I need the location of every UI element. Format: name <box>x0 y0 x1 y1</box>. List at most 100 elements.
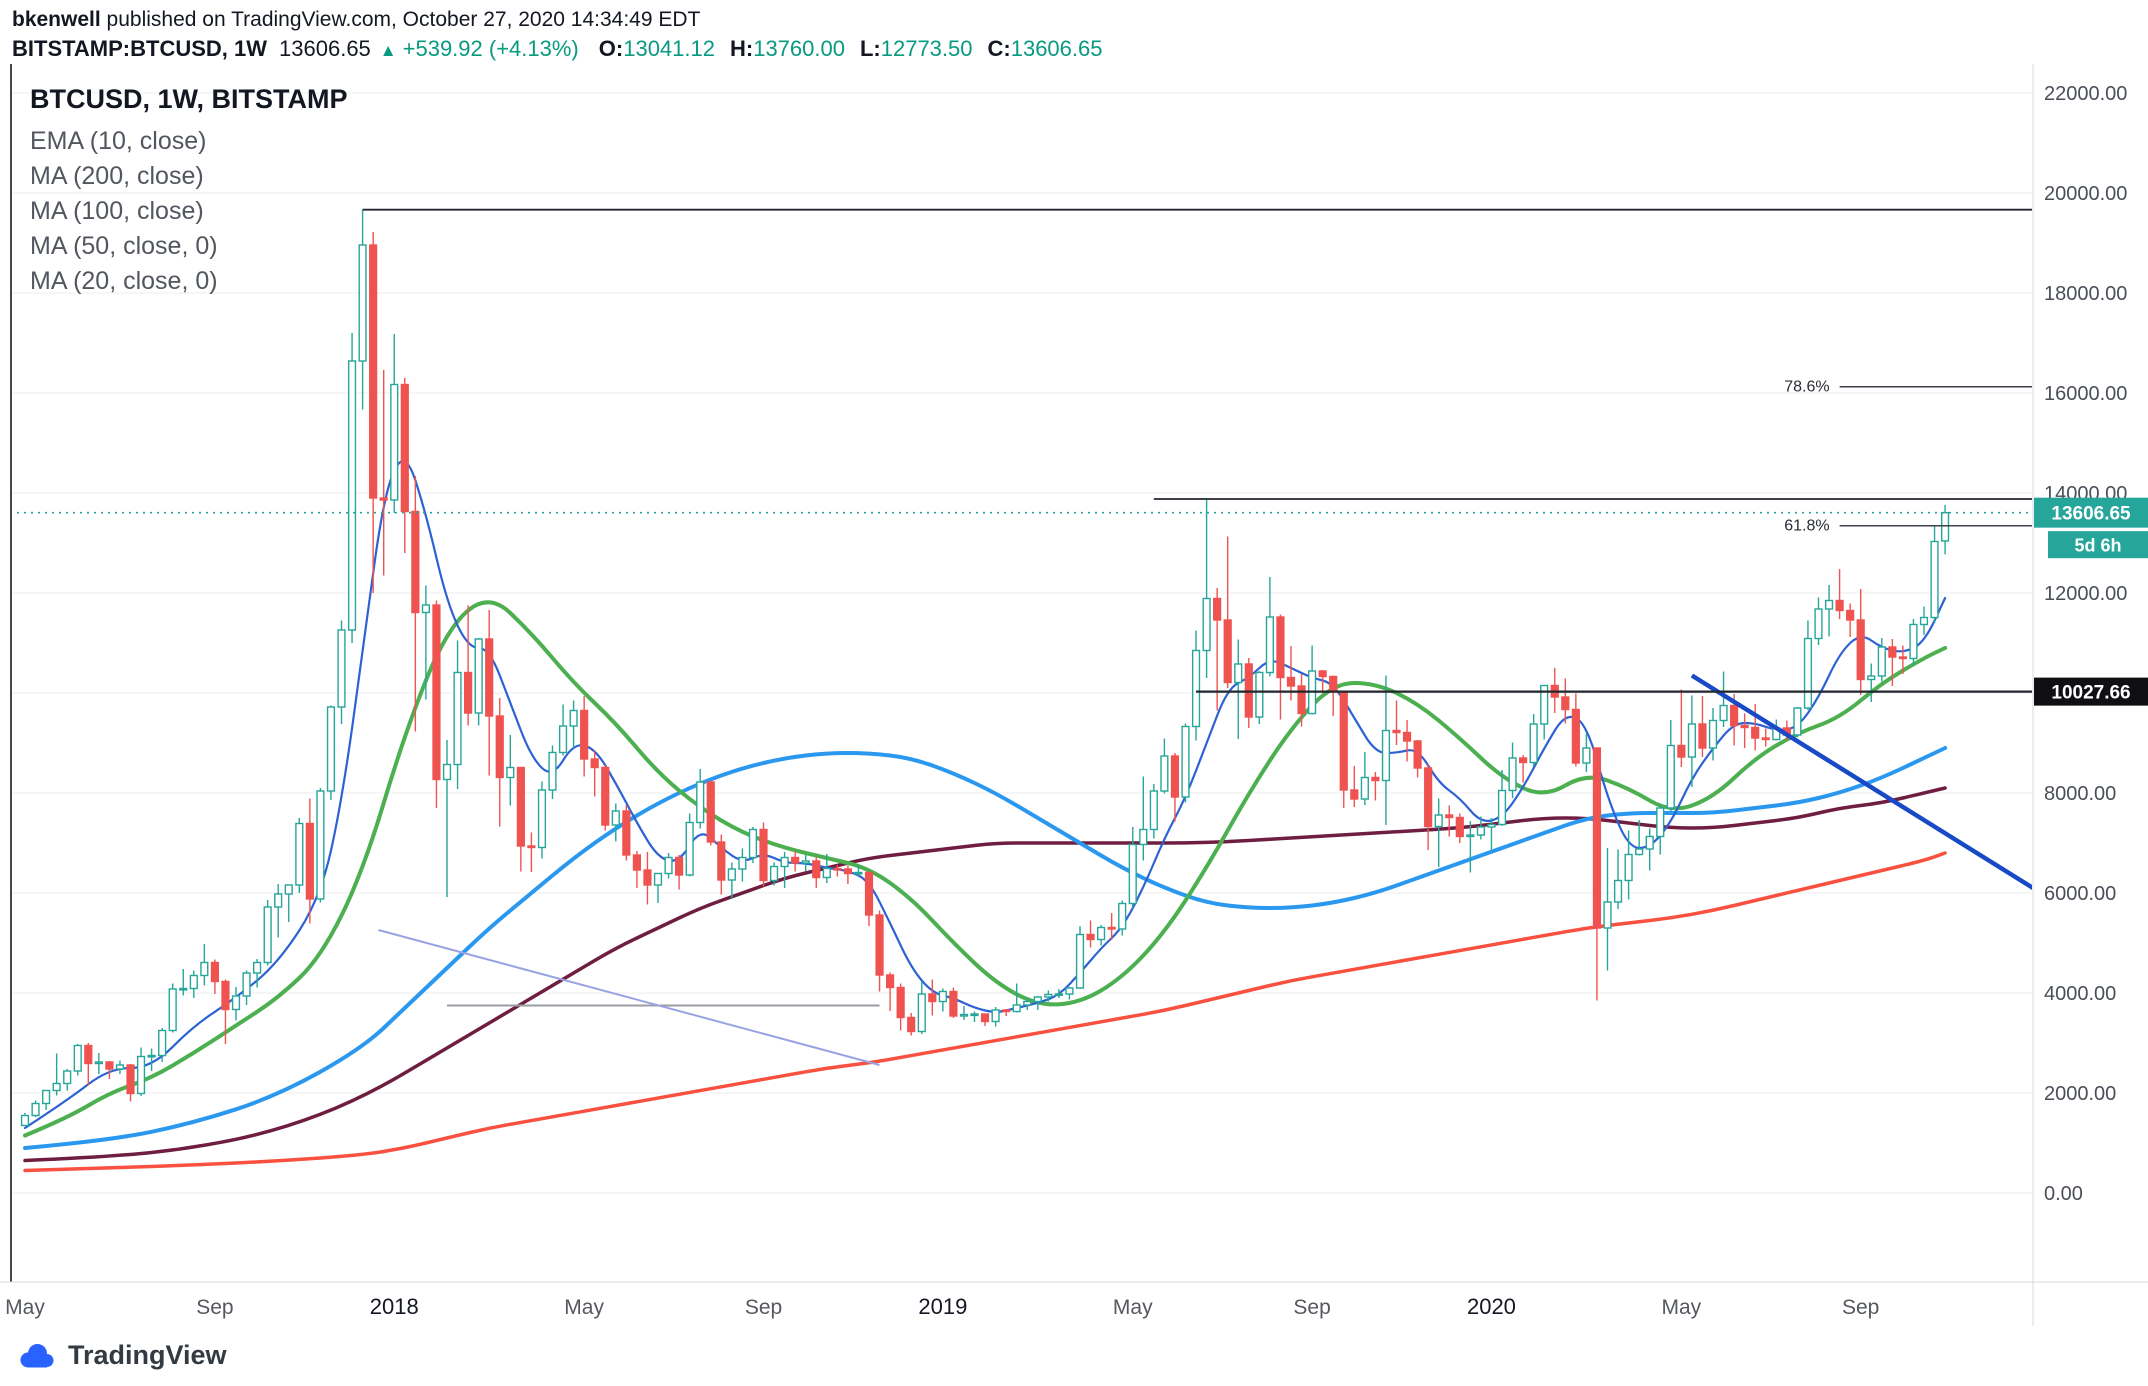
ma-line[interactable] <box>23 460 1947 1130</box>
candle <box>1023 997 1032 1010</box>
drawings-layer: 78.6% 61.8% <box>10 208 2061 1066</box>
ma-line[interactable] <box>23 746 1948 1150</box>
candle <box>653 872 663 903</box>
candle <box>1656 804 1665 855</box>
candle <box>442 740 452 897</box>
price-scale-label: 20000.00 <box>2044 183 2127 205</box>
candle <box>1107 913 1116 940</box>
candle <box>31 1100 40 1117</box>
candle <box>1096 925 1106 946</box>
candle <box>854 865 863 876</box>
candle <box>601 765 610 831</box>
candle <box>421 585 431 700</box>
high-value: 13760.00 <box>753 36 845 61</box>
candle <box>84 1043 93 1086</box>
ma-line[interactable] <box>23 786 1947 1163</box>
candle <box>347 333 357 643</box>
candle <box>115 1060 125 1074</box>
candle <box>1571 693 1580 767</box>
candle <box>1550 668 1559 713</box>
candle <box>1318 670 1327 693</box>
candle <box>337 620 346 724</box>
candle <box>791 851 800 872</box>
candle <box>1434 798 1443 867</box>
time-scale-label: 2018 <box>370 1294 419 1319</box>
publisher-name[interactable]: bkenwell <box>12 8 101 31</box>
up-triangle-icon: ▲ <box>379 41 397 60</box>
candle <box>1139 776 1148 861</box>
candle <box>189 970 198 998</box>
svg-text:13606.65: 13606.65 <box>2051 504 2131 525</box>
time-scale-label: May <box>564 1296 604 1319</box>
candle <box>453 640 462 789</box>
candle <box>833 865 842 877</box>
low-value: 12773.50 <box>880 36 973 61</box>
candle <box>1877 638 1886 682</box>
candle <box>94 1053 103 1074</box>
candle <box>1919 606 1929 635</box>
legend-item-ma50[interactable]: MA (50, close, 0) <box>30 232 218 260</box>
candle <box>537 781 547 859</box>
candle <box>886 972 895 1011</box>
trendline[interactable] <box>1690 673 2061 906</box>
candle <box>506 735 515 806</box>
candle <box>1255 671 1264 724</box>
candle <box>1307 645 1317 715</box>
candle <box>263 900 272 966</box>
candle <box>105 1061 114 1079</box>
price-scale-label: 12000.00 <box>2044 583 2127 605</box>
price-scale-label: 18000.00 <box>2044 283 2127 305</box>
symbol-name[interactable]: BITSTAMP:BTCUSD, 1W <box>12 36 268 61</box>
legend-item-ema10[interactable]: EMA (10, close) <box>30 127 207 155</box>
candle <box>1719 671 1728 727</box>
candle <box>1613 849 1623 909</box>
legend-symbol-title[interactable]: BTCUSD, 1W, BITSTAMP <box>30 84 348 114</box>
candle <box>1339 690 1348 808</box>
time-scale-label: May <box>1113 1296 1153 1319</box>
open-value: 13041.12 <box>623 36 715 61</box>
candle <box>822 854 831 883</box>
tradingview-cloud-icon <box>20 1343 54 1367</box>
candle <box>1835 569 1844 619</box>
tradingview-logo[interactable]: TradingView <box>16 1340 227 1371</box>
candle <box>305 798 314 924</box>
candle <box>1708 708 1718 761</box>
ma-line[interactable] <box>23 600 1948 1138</box>
candle <box>1867 663 1876 702</box>
low-label: L: <box>859 36 881 61</box>
legend-item-ma200[interactable]: MA (200, close) <box>30 162 204 190</box>
candle <box>1413 740 1422 778</box>
candle <box>126 1064 135 1102</box>
trendline[interactable] <box>378 929 880 1066</box>
time-scale[interactable]: May Sep 2018 May Sep 2019 May Sep 2020 May Sep <box>0 1281 2148 1319</box>
candle <box>379 370 388 576</box>
candle <box>1824 585 1834 637</box>
candle <box>432 600 441 808</box>
candle <box>548 745 557 799</box>
candle <box>295 818 304 893</box>
candle <box>611 803 620 842</box>
candle <box>326 705 336 800</box>
candle <box>738 848 747 882</box>
price-scale-label: 0.00 <box>2044 1183 2083 1205</box>
candle <box>136 1047 146 1096</box>
legend-item-ma100[interactable]: MA (100, close) <box>30 197 204 225</box>
candle <box>1160 738 1169 794</box>
level-price-badge: 10027.66 <box>2034 677 2148 706</box>
candle <box>474 638 483 726</box>
candle <box>949 987 958 1018</box>
ma-line[interactable] <box>23 851 1947 1173</box>
candle <box>917 981 926 1034</box>
fib-level-label: 78.6% <box>1784 379 1829 396</box>
legend-item-ma20[interactable]: MA (20, close, 0) <box>30 267 218 295</box>
candle <box>1561 678 1570 724</box>
ohlc-low: L:12773.50 <box>860 36 973 62</box>
candle <box>980 1013 990 1026</box>
candle <box>558 704 568 756</box>
candle <box>1761 728 1770 747</box>
candle <box>1234 639 1243 739</box>
candle <box>42 1089 51 1110</box>
candle <box>938 988 947 1012</box>
candle <box>812 857 821 888</box>
